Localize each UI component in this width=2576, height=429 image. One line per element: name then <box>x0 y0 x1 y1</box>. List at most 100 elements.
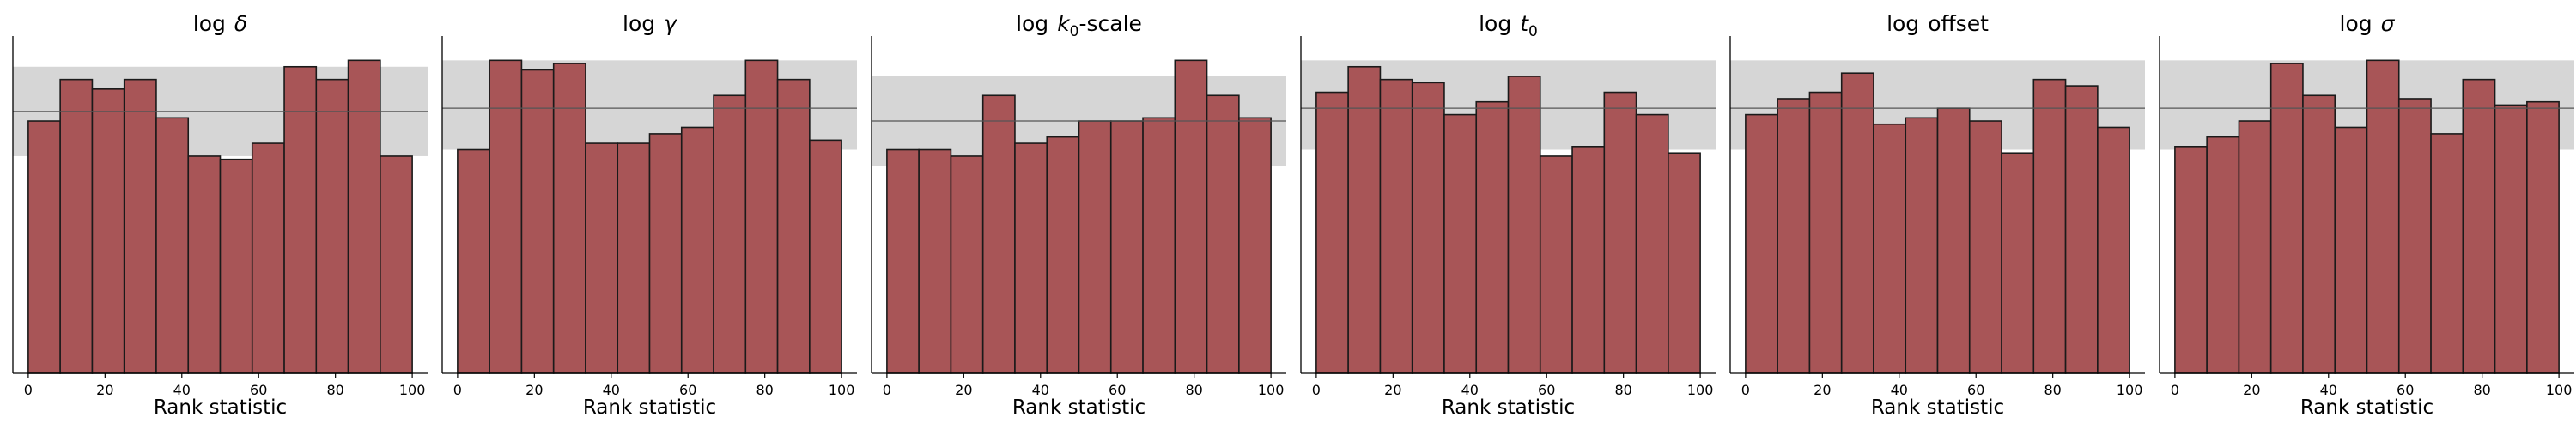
histogram-bar <box>2366 59 2400 374</box>
histogram-bar <box>2397 98 2432 374</box>
histogram-bar <box>918 148 952 374</box>
histogram-bar <box>283 65 318 374</box>
histogram-bar <box>809 139 842 374</box>
panel-1: 0 20 40 60 80 100 Rank statistic log δ <box>12 11 428 419</box>
histogram-bar <box>251 142 285 374</box>
histogram-bar <box>59 78 94 374</box>
title-log: log <box>193 11 226 36</box>
histogram-bar <box>1475 100 1510 374</box>
histogram-bar <box>1777 98 1811 374</box>
histogram-bar <box>552 63 586 374</box>
panel-2: 0 20 40 60 80 100 Rank statistic log γ <box>441 11 857 419</box>
histogram-bar <box>776 78 811 374</box>
x-tick-label: 60 <box>1538 382 1555 398</box>
histogram-bar <box>27 120 61 374</box>
x-axis-label: Rank statistic <box>1871 396 2004 419</box>
histogram-bar <box>520 69 555 374</box>
panel-6: 0 20 40 60 80 100 Rank statistic log σ <box>2159 11 2574 419</box>
x-tick-label: 40 <box>1461 382 1479 398</box>
x-tick-label: 100 <box>829 382 855 398</box>
histogram-bar <box>1905 117 1939 374</box>
title-log: log <box>1479 11 1511 36</box>
x-axis-label: Rank statistic <box>154 396 287 419</box>
panel-title: log δ <box>193 11 247 36</box>
x-tick-label: 100 <box>2546 382 2573 398</box>
panel-title: log γ <box>623 11 677 36</box>
histogram-bar <box>2462 78 2496 374</box>
histogram-bar <box>680 126 714 374</box>
title-symbol: σ <box>2381 11 2396 36</box>
title-subscript: 0 <box>1528 23 1538 40</box>
histogram-bar <box>1635 113 1669 374</box>
histogram-bar <box>1603 91 1637 374</box>
histogram-bar <box>1078 120 1112 374</box>
histogram-bar <box>2526 100 2560 374</box>
histogram-bar <box>2064 85 2099 374</box>
title-symbol: k <box>1057 11 1071 36</box>
title-log: log <box>2340 11 2372 36</box>
histogram-bar <box>123 78 157 374</box>
x-tick-label: 80 <box>1614 382 1631 398</box>
histogram-bar <box>2238 120 2272 374</box>
x-tick-label: 60 <box>679 382 696 398</box>
histogram-bar <box>1507 76 1541 374</box>
histogram-bar <box>489 59 523 374</box>
histogram-bar <box>457 148 490 374</box>
histogram-bar <box>1174 59 1208 374</box>
histogram-bar <box>648 133 683 374</box>
histogram-bar <box>1808 91 1843 374</box>
x-axis-label: Rank statistic <box>2300 396 2433 419</box>
histogram-bar <box>91 88 125 374</box>
histogram-bar <box>219 158 253 374</box>
x-tick-label: 0 <box>453 382 462 398</box>
title-rest: offset <box>1928 11 1989 36</box>
panel-title: log t0 <box>1479 11 1538 40</box>
x-tick-label: 80 <box>2044 382 2061 398</box>
histogram-bar <box>713 94 747 374</box>
x-tick-label: 20 <box>1384 382 1401 398</box>
x-tick-label: 20 <box>526 382 543 398</box>
panel-4: 0 20 40 60 80 100 Rank statistic log t0 <box>1300 11 1716 419</box>
x-tick-label: 60 <box>2397 382 2414 398</box>
histogram-bar <box>1443 113 1478 374</box>
x-tick-label: 100 <box>2117 382 2143 398</box>
histogram-bar <box>981 94 1016 374</box>
histogram-bar <box>1046 136 1080 374</box>
x-tick-label: 60 <box>1967 382 1984 398</box>
x-tick-label: 20 <box>2243 382 2260 398</box>
x-tick-label: 0 <box>24 382 33 398</box>
histogram-bar <box>2269 63 2304 374</box>
panel-5: 0 20 40 60 80 100 Rank statistic log offset <box>1729 11 2145 419</box>
x-tick-label: 80 <box>326 382 343 398</box>
x-tick-label: 40 <box>1891 382 1908 398</box>
histogram-bar <box>155 117 190 374</box>
histogram-bar <box>1745 113 1778 374</box>
histogram-bar <box>2334 126 2368 374</box>
histogram-bar <box>1014 142 1048 374</box>
x-axis-label: Rank statistic <box>583 396 716 419</box>
panel-title: log σ <box>2340 11 2396 36</box>
x-tick-label: 20 <box>955 382 972 398</box>
histogram-bar <box>950 155 984 374</box>
histogram-bar <box>1109 120 1144 374</box>
title-log: log <box>1886 11 1919 36</box>
x-tick-label: 0 <box>1312 382 1321 398</box>
panel-title: log k0-scale <box>1016 11 1142 40</box>
histogram-bar <box>1539 155 1573 374</box>
title-log: log <box>623 11 655 36</box>
x-tick-label: 100 <box>1687 382 1714 398</box>
x-tick-label: 80 <box>2473 382 2490 398</box>
title-log: log <box>1016 11 1048 36</box>
histogram-bar <box>2494 104 2528 374</box>
histogram-bar <box>2302 94 2336 374</box>
histogram-bar <box>1668 152 1701 374</box>
histogram-bar <box>2430 133 2464 374</box>
x-tick-label: 80 <box>1185 382 1202 398</box>
histogram-bar <box>1968 120 2002 374</box>
x-tick-label: 20 <box>96 382 113 398</box>
x-tick-label: 40 <box>2320 382 2337 398</box>
histogram-bar <box>347 59 381 374</box>
x-axis-label: Rank statistic <box>1442 396 1575 419</box>
